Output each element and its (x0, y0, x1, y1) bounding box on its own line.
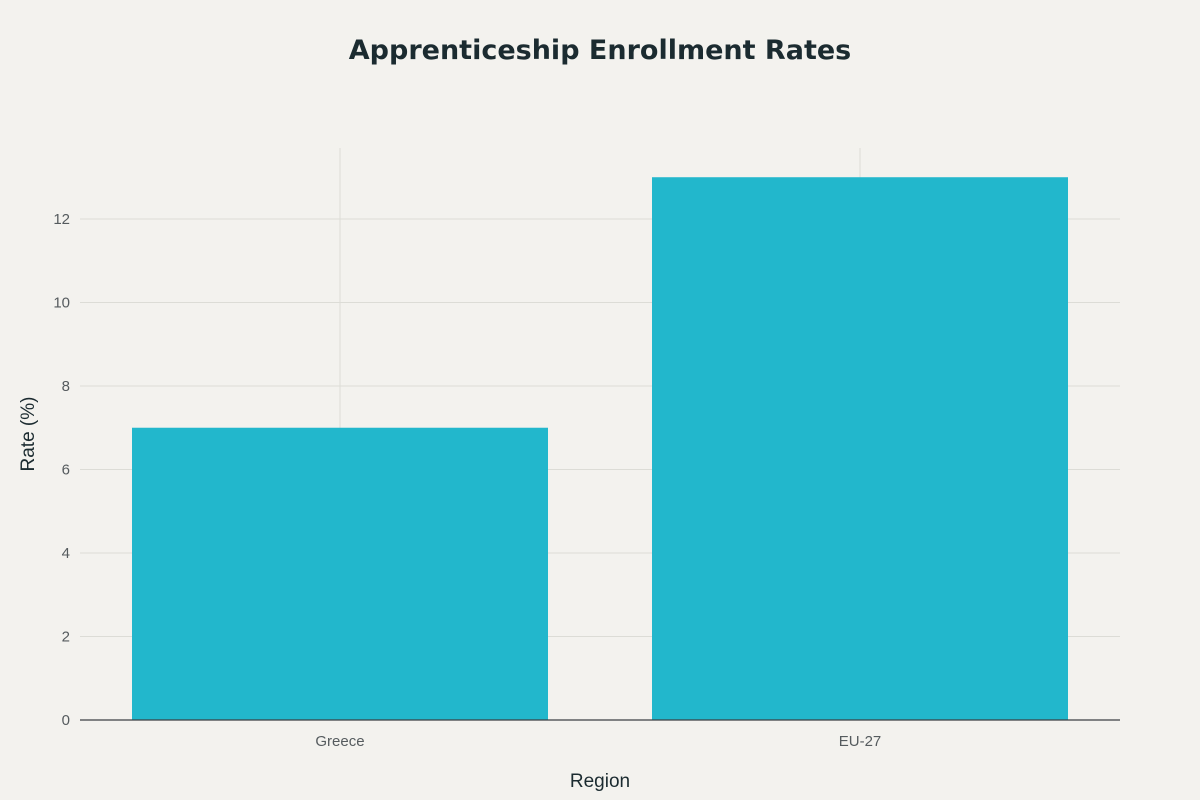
bars (132, 177, 1068, 721)
y-axis-title: Rate (%) (18, 397, 39, 472)
bar-greece (132, 427, 548, 720)
y-tick-label: 0 (62, 712, 70, 729)
y-axis-ticks: 0 2 4 6 8 10 12 (53, 211, 70, 729)
x-axis-ticks: Greece EU-27 (315, 733, 881, 750)
y-tick-label: 8 (62, 378, 70, 395)
y-tick-label: 6 (62, 461, 70, 478)
bar-eu-27 (652, 177, 1068, 721)
x-tick-label: Greece (315, 733, 364, 750)
y-tick-label: 12 (53, 211, 70, 228)
y-tick-label: 2 (62, 628, 70, 645)
x-tick-label: EU-27 (839, 733, 882, 750)
y-tick-label: 10 (53, 294, 70, 311)
x-axis-title: Region (570, 771, 630, 792)
chart-title: Apprenticeship Enrollment Rates (349, 35, 851, 66)
y-tick-label: 4 (62, 545, 70, 562)
